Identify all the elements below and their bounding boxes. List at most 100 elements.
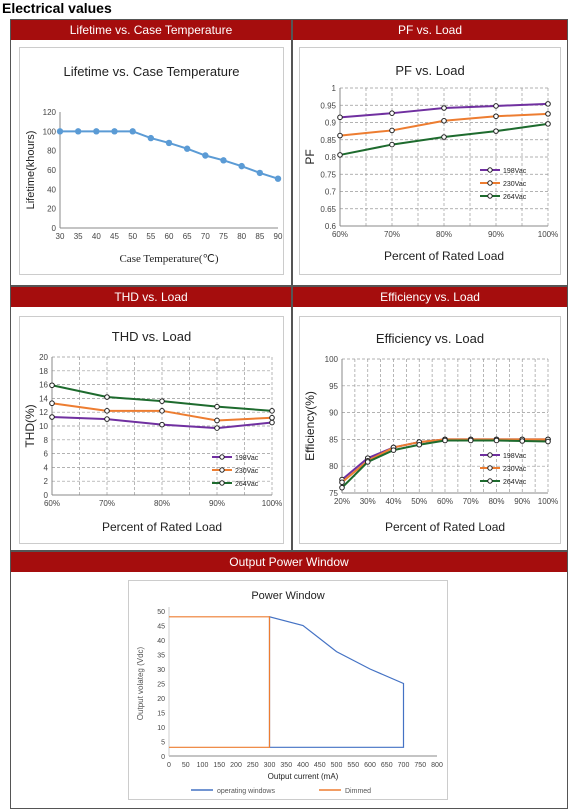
x-tick-label: 800 — [431, 762, 443, 769]
chart-title: Efficiency vs. Load — [376, 331, 484, 346]
y-tick-label: 5 — [161, 740, 165, 747]
legend-marker — [219, 454, 225, 460]
series-line — [60, 130, 279, 180]
x-tick-label: 200 — [230, 762, 242, 769]
x-tick-label: 50 — [182, 762, 190, 769]
x-tick-label: 70 — [201, 232, 210, 241]
data-point — [49, 414, 55, 420]
data-point — [337, 114, 343, 121]
data-point — [147, 134, 155, 142]
x-tick-label: 150 — [213, 762, 225, 769]
x-tick-label: 100% — [538, 497, 558, 506]
x-tick-label: 45 — [110, 232, 119, 241]
x-tick-label: 80% — [154, 499, 170, 508]
data-point — [545, 101, 551, 107]
x-tick-label: 50 — [128, 232, 137, 241]
data-point — [49, 400, 55, 407]
legend-marker — [219, 480, 225, 486]
x-tick-label: 0 — [167, 762, 171, 769]
data-point — [104, 394, 110, 400]
x-tick-label: 60 — [165, 232, 174, 241]
data-point — [389, 110, 395, 116]
x-tick-label: 55 — [146, 232, 155, 241]
x-axis-label: Output current (mA) — [268, 772, 339, 781]
x-tick-label: 35 — [74, 232, 83, 241]
y-axis-label: THD(%) — [23, 404, 37, 447]
x-tick-label: 650 — [381, 762, 393, 769]
x-tick-label: 90 — [274, 232, 283, 241]
data-point — [183, 145, 191, 152]
x-tick-label: 350 — [280, 762, 292, 769]
y-tick-label: 16 — [39, 381, 48, 390]
x-tick-label: 90% — [514, 497, 530, 506]
section-title: Electrical values — [2, 0, 112, 16]
legend-label: 230Vac — [503, 181, 527, 188]
data-point — [545, 121, 551, 127]
x-axis-label: Percent of Rated Load — [385, 520, 505, 534]
divider-horizontal-1 — [11, 285, 567, 287]
legend-marker — [219, 467, 225, 473]
data-point — [165, 139, 173, 147]
y-tick-label: 80 — [47, 147, 56, 156]
data-point — [493, 103, 499, 109]
x-tick-label: 75 — [219, 232, 228, 241]
x-tick-label: 500 — [331, 762, 343, 769]
data-point — [202, 152, 209, 159]
y-tick-label: 0.9 — [325, 119, 337, 128]
x-tick-label: 60% — [44, 499, 60, 508]
y-tick-label: 30 — [157, 667, 165, 674]
data-point — [364, 459, 371, 465]
legend-label: 198Vac — [503, 453, 527, 460]
y-tick-label: 60 — [47, 166, 56, 175]
series-line — [268, 616, 405, 748]
y-tick-label: 12 — [39, 408, 48, 417]
x-tick-label: 70% — [99, 499, 115, 508]
chart-box-lifetime: Lifetime vs. Case Temperature 0 20 40 60 80 10… — [19, 47, 284, 275]
y-tick-label: 90 — [329, 409, 338, 418]
y-tick-label: 0.7 — [325, 188, 337, 197]
panel-header-pf: PF vs. Load — [293, 20, 567, 40]
data-point — [159, 398, 165, 404]
y-axis-label: PF — [303, 149, 317, 164]
y-tick-label: 10 — [39, 422, 48, 431]
y-tick-label: 100 — [325, 355, 339, 364]
panel-header-eff: Efficiency vs. Load — [293, 287, 567, 307]
y-tick-label: 0 — [44, 491, 49, 500]
y-tick-label: 45 — [157, 624, 165, 631]
chart-thd: THD vs. Load 0 2 4 6 8 10 12 14 16 18 20 60% 70% 80% 90… — [23, 329, 282, 534]
data-point — [238, 162, 245, 170]
panel-header-window: Output Power Window — [11, 552, 567, 572]
y-tick-label: 20 — [39, 353, 48, 362]
y-tick-label: 0.85 — [320, 136, 336, 145]
chart-lifetime: Lifetime vs. Case Temperature 0 20 40 60 80 10… — [25, 64, 283, 265]
legend-label: 230Vac — [503, 466, 527, 473]
x-tick-label: 100% — [262, 499, 282, 508]
data-point — [214, 417, 220, 424]
y-tick-label: 6 — [44, 450, 49, 459]
y-tick-label: 20 — [157, 696, 165, 703]
data-point — [441, 134, 447, 140]
chart-box-pf: PF vs. Load 0.6 0.65 0.7 0.75 0.8 0.85 0.9 0.95 1… — [299, 47, 561, 275]
data-point — [220, 157, 227, 164]
legend-marker — [487, 180, 493, 186]
x-tick-label: 50% — [411, 497, 427, 506]
x-axis-label: Percent of Rated Load — [384, 249, 504, 263]
y-tick-label: 15 — [157, 711, 165, 718]
data-point — [269, 419, 275, 426]
chart-title: THD vs. Load — [112, 329, 191, 344]
data-point — [545, 111, 551, 117]
data-point — [337, 152, 343, 158]
legend-marker — [487, 478, 493, 484]
x-axis-label: Percent of Rated Load — [102, 520, 222, 534]
x-tick-label: 85 — [255, 232, 264, 241]
y-tick-label: 10 — [157, 725, 165, 732]
x-axis-label: Case Temperature(℃) — [119, 253, 218, 265]
y-tick-label: 50 — [157, 609, 165, 616]
x-tick-label: 90% — [488, 230, 504, 239]
x-tick-label: 100 — [197, 762, 209, 769]
data-point — [467, 437, 474, 444]
series-line — [169, 616, 271, 748]
legend-label: 230Vac — [235, 468, 259, 475]
data-point — [74, 128, 82, 135]
